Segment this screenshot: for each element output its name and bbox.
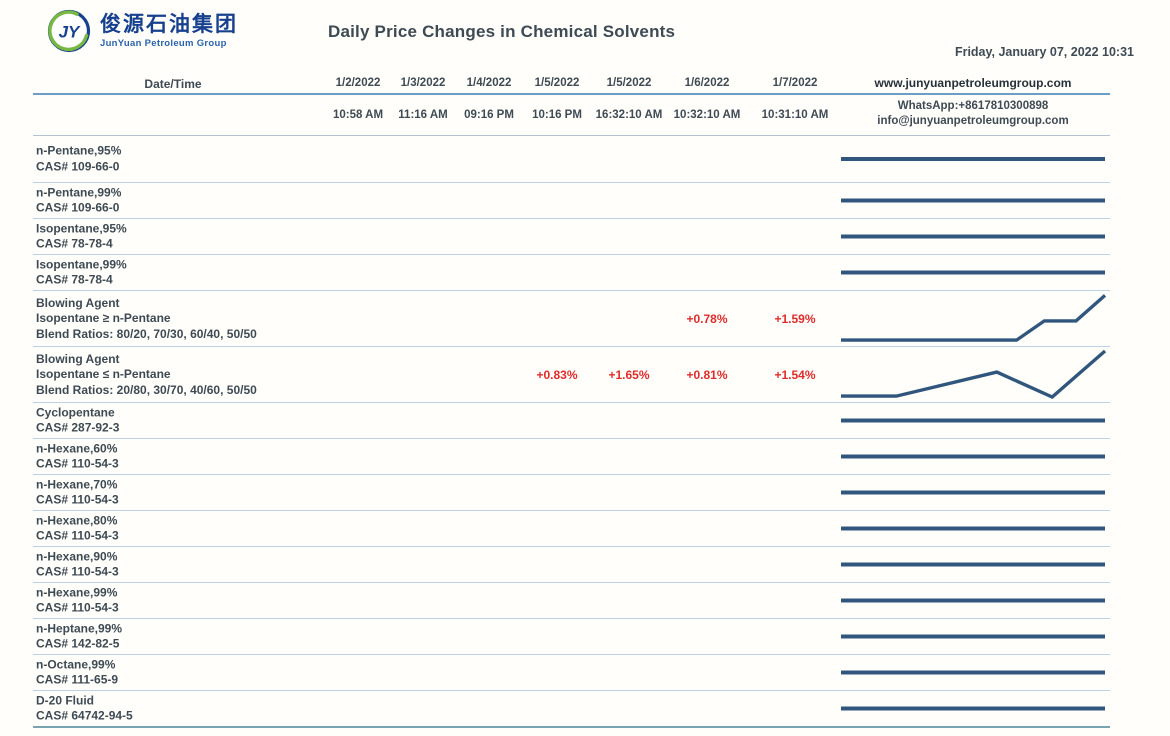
price-trend-sparkline: [841, 490, 1105, 495]
table-row: Cyclopentane CAS# 287-92-3: [33, 403, 1110, 439]
column-header-time: 11:16 AM: [398, 109, 448, 121]
column-header-date: 1/7/2022: [772, 77, 818, 89]
product-rows: n-Pentane,95% CAS# 109-66-0 n-Pentane,99% C…: [33, 136, 1110, 728]
price-trend-sparkline: [841, 198, 1105, 203]
column-header-date: 1/2/2022: [335, 77, 381, 89]
column-header-time: 09:16 PM: [464, 109, 514, 121]
logo-chinese-name: 俊源石油集团: [100, 13, 238, 36]
price-trend-sparkline: [841, 706, 1105, 711]
column-header-time: 10:58 AM: [332, 109, 384, 121]
product-label: Cyclopentane CAS# 287-92-3: [36, 405, 120, 435]
price-change-value: +0.83%: [536, 367, 578, 382]
product-label: Isopentane,95% CAS# 78-78-4: [36, 221, 127, 251]
table-header: Date/Time 1/2/2022 10:58 AM 1/3/2022 11:16 …: [33, 70, 1110, 136]
product-label: n-Hexane,90% CAS# 110-54-3: [36, 549, 119, 579]
price-trend-sparkline: [841, 349, 1107, 399]
header-rule-bottom: [33, 135, 1110, 136]
company-logo: JY 俊源石油集团 JunYuan Petroleum Group: [46, 8, 238, 54]
table-row: n-Hexane,99% CAS# 110-54-3: [33, 583, 1110, 619]
report-datetime: Friday, January 07, 2022 10:31: [954, 45, 1134, 59]
date-time-corner-label: Date/Time: [144, 77, 202, 91]
product-label: n-Hexane,99% CAS# 110-54-3: [36, 585, 119, 615]
table-row: n-Pentane,95% CAS# 109-66-0: [33, 136, 1110, 183]
logo-text: 俊源石油集团 JunYuan Petroleum Group: [100, 13, 238, 49]
price-trend-sparkline: [841, 526, 1105, 531]
product-label: n-Pentane,99% CAS# 109-66-0: [36, 185, 122, 215]
price-trend-sparkline: [841, 234, 1105, 239]
price-trend-sparkline: [841, 598, 1105, 603]
column-header-time: 10:16 PM: [532, 109, 582, 121]
product-label: n-Octane,99% CAS# 111-65-9: [36, 657, 119, 687]
table-row: n-Hexane,60% CAS# 110-54-3: [33, 439, 1110, 475]
website-link[interactable]: www.junyuanpetroleumgroup.com: [874, 76, 1072, 90]
product-label: n-Heptane,99% CAS# 142-82-5: [36, 621, 123, 651]
price-trend-sparkline: [841, 157, 1105, 161]
table-row: D-20 Fluid CAS# 64742-94-5: [33, 691, 1110, 728]
email-link[interactable]: info@junyuanpetroleumgroup.com: [877, 115, 1069, 127]
table-row: n-Hexane,90% CAS# 110-54-3: [33, 547, 1110, 583]
price-trend-sparkline: [841, 670, 1105, 675]
column-header-time: 10:31:10 AM: [761, 109, 829, 121]
table-row: n-Hexane,70% CAS# 110-54-3: [33, 475, 1110, 511]
header-rule-top: [33, 93, 1110, 95]
price-trend-sparkline: [841, 562, 1105, 567]
column-header-date: 1/5/2022: [534, 77, 580, 89]
product-label: D-20 Fluid CAS# 64742-94-5: [36, 693, 133, 723]
table-row: n-Pentane,99% CAS# 109-66-0: [33, 183, 1110, 219]
table-row: n-Octane,99% CAS# 111-65-9: [33, 655, 1110, 691]
price-change-value: +1.59%: [774, 311, 816, 326]
table-row: n-Hexane,80% CAS# 110-54-3: [33, 511, 1110, 547]
table-row: Blowing Agent Isopentane ≥ n-Pentane Blend…: [33, 291, 1110, 347]
product-label: n-Pentane,95% CAS# 109-66-0: [36, 143, 122, 174]
price-change-value: +0.81%: [686, 367, 728, 382]
column-header-date: 1/4/2022: [466, 77, 512, 89]
table-row: n-Heptane,99% CAS# 142-82-5: [33, 619, 1110, 655]
svg-text:JY: JY: [59, 23, 81, 42]
logo-emblem-icon: JY: [47, 9, 91, 53]
table-row: Isopentane,99% CAS# 78-78-4: [33, 255, 1110, 291]
column-header-date: 1/3/2022: [400, 77, 446, 89]
column-header-time: 10:32:10 AM: [673, 109, 741, 121]
page-title: Daily Price Changes in Chemical Solvents: [328, 22, 676, 41]
price-trend-sparkline: [841, 454, 1105, 459]
price-trend-sparkline: [841, 418, 1105, 423]
product-label: n-Hexane,80% CAS# 110-54-3: [36, 513, 119, 543]
price-trend-sparkline: [841, 270, 1105, 275]
price-change-value: +1.54%: [774, 367, 816, 382]
product-label: n-Hexane,70% CAS# 110-54-3: [36, 477, 119, 507]
table-row: Isopentane,95% CAS# 78-78-4: [33, 219, 1110, 255]
price-change-value: +0.78%: [686, 311, 728, 326]
logo-english-name: JunYuan Petroleum Group: [100, 38, 227, 49]
table-row: Blowing Agent Isopentane ≤ n-Pentane Blend…: [33, 347, 1110, 403]
whatsapp-contact: WhatsApp:+8617810300898: [897, 100, 1049, 112]
product-label: Isopentane,99% CAS# 78-78-4: [36, 257, 127, 287]
product-label: n-Hexane,60% CAS# 110-54-3: [36, 441, 119, 471]
product-label: Blowing Agent Isopentane ≥ n-Pentane Blend…: [36, 295, 257, 341]
column-header-time: 16:32:10 AM: [595, 109, 663, 121]
price-trend-sparkline: [841, 294, 1107, 342]
price-change-value: +1.65%: [608, 367, 650, 382]
price-trend-sparkline: [841, 634, 1105, 639]
column-header-date: 1/5/2022: [606, 77, 652, 89]
product-label: Blowing Agent Isopentane ≤ n-Pentane Blend…: [36, 351, 257, 397]
column-header-date: 1/6/2022: [684, 77, 730, 89]
